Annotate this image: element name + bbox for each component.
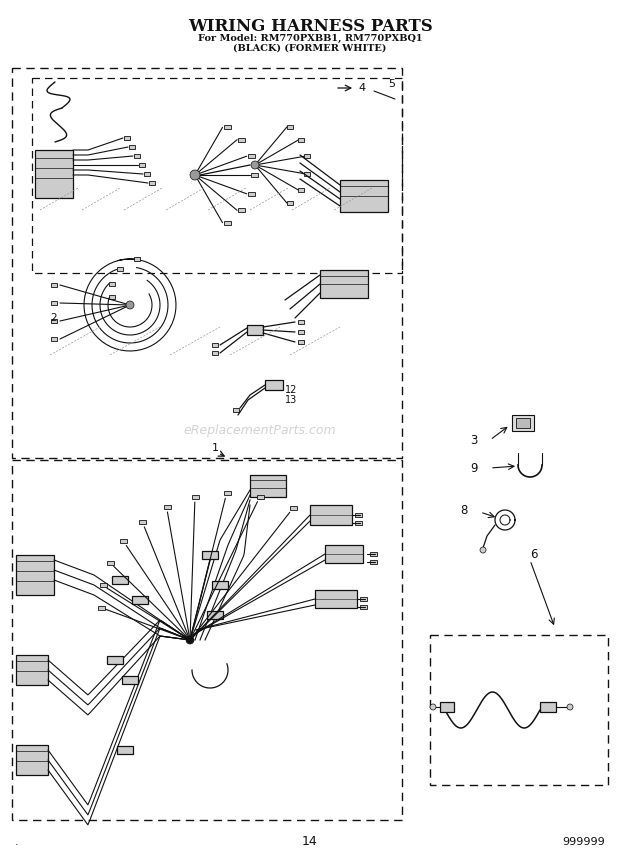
Polygon shape bbox=[212, 343, 218, 347]
Polygon shape bbox=[109, 295, 115, 300]
Polygon shape bbox=[298, 188, 304, 192]
Text: 6: 6 bbox=[530, 549, 538, 562]
Polygon shape bbox=[192, 495, 199, 499]
Polygon shape bbox=[108, 282, 115, 286]
Polygon shape bbox=[340, 180, 388, 212]
Circle shape bbox=[190, 170, 200, 180]
Polygon shape bbox=[257, 495, 264, 499]
Text: 3: 3 bbox=[470, 433, 477, 447]
Polygon shape bbox=[370, 560, 377, 564]
Polygon shape bbox=[98, 605, 105, 609]
Polygon shape bbox=[298, 340, 304, 344]
Text: 4: 4 bbox=[358, 83, 365, 93]
Polygon shape bbox=[251, 173, 258, 177]
Polygon shape bbox=[140, 520, 146, 524]
Polygon shape bbox=[120, 539, 128, 544]
Polygon shape bbox=[315, 590, 357, 608]
Polygon shape bbox=[223, 221, 231, 224]
Polygon shape bbox=[132, 596, 148, 604]
Polygon shape bbox=[51, 283, 57, 287]
Text: WIRING HARNESS PARTS: WIRING HARNESS PARTS bbox=[188, 18, 432, 35]
Polygon shape bbox=[107, 561, 114, 565]
Polygon shape bbox=[207, 611, 223, 619]
Text: 5: 5 bbox=[388, 79, 395, 89]
Polygon shape bbox=[51, 301, 57, 305]
Polygon shape bbox=[112, 576, 128, 584]
Polygon shape bbox=[298, 320, 304, 324]
Polygon shape bbox=[134, 154, 140, 158]
Polygon shape bbox=[16, 655, 48, 685]
Polygon shape bbox=[223, 125, 231, 129]
Polygon shape bbox=[355, 521, 362, 525]
Polygon shape bbox=[100, 584, 107, 587]
Polygon shape bbox=[117, 746, 133, 754]
Circle shape bbox=[430, 704, 436, 710]
Polygon shape bbox=[287, 125, 293, 128]
Polygon shape bbox=[298, 138, 304, 142]
Polygon shape bbox=[325, 545, 363, 563]
Polygon shape bbox=[144, 172, 150, 176]
Text: eReplacementParts.com: eReplacementParts.com bbox=[184, 424, 336, 437]
Text: 999999: 999999 bbox=[562, 837, 605, 847]
Polygon shape bbox=[360, 605, 367, 609]
Text: .: . bbox=[15, 837, 19, 847]
Text: 2: 2 bbox=[50, 313, 56, 323]
Polygon shape bbox=[238, 138, 245, 141]
Polygon shape bbox=[16, 745, 48, 775]
Polygon shape bbox=[212, 351, 218, 355]
Polygon shape bbox=[139, 163, 145, 167]
Circle shape bbox=[126, 301, 134, 309]
Polygon shape bbox=[247, 154, 255, 158]
Text: 12: 12 bbox=[285, 385, 298, 395]
Text: 8: 8 bbox=[460, 503, 467, 516]
Polygon shape bbox=[304, 172, 310, 175]
Polygon shape bbox=[202, 551, 218, 559]
Polygon shape bbox=[233, 408, 239, 412]
Polygon shape bbox=[516, 418, 530, 428]
Polygon shape bbox=[250, 475, 286, 497]
Polygon shape bbox=[298, 330, 304, 334]
Text: 1: 1 bbox=[212, 443, 219, 453]
Polygon shape bbox=[304, 154, 310, 158]
Polygon shape bbox=[355, 513, 362, 517]
Polygon shape bbox=[310, 505, 352, 525]
Polygon shape bbox=[290, 507, 297, 510]
Polygon shape bbox=[51, 319, 57, 323]
Polygon shape bbox=[35, 150, 73, 198]
Polygon shape bbox=[247, 325, 263, 335]
Polygon shape bbox=[540, 702, 556, 712]
Polygon shape bbox=[129, 145, 135, 149]
Polygon shape bbox=[247, 192, 255, 196]
Polygon shape bbox=[164, 505, 170, 509]
Text: (BLACK) (FORMER WHITE): (BLACK) (FORMER WHITE) bbox=[233, 44, 387, 53]
Circle shape bbox=[480, 547, 486, 553]
Text: 9: 9 bbox=[470, 461, 477, 474]
Polygon shape bbox=[287, 201, 293, 205]
Polygon shape bbox=[212, 581, 228, 589]
Polygon shape bbox=[149, 181, 155, 185]
Circle shape bbox=[567, 704, 573, 710]
Polygon shape bbox=[512, 415, 534, 431]
Polygon shape bbox=[107, 656, 123, 664]
Polygon shape bbox=[134, 257, 140, 261]
Circle shape bbox=[186, 636, 194, 644]
Polygon shape bbox=[224, 491, 231, 496]
Polygon shape bbox=[360, 597, 367, 601]
Polygon shape bbox=[51, 337, 57, 341]
Circle shape bbox=[251, 161, 259, 169]
Polygon shape bbox=[440, 702, 454, 712]
Text: 13: 13 bbox=[285, 395, 297, 405]
Text: For Model: RM770PXBB1, RM770PXBQ1: For Model: RM770PXBB1, RM770PXBQ1 bbox=[198, 34, 422, 43]
Polygon shape bbox=[122, 676, 138, 684]
Polygon shape bbox=[16, 555, 54, 595]
Text: 14: 14 bbox=[302, 835, 318, 848]
Polygon shape bbox=[238, 208, 245, 212]
Polygon shape bbox=[320, 270, 368, 298]
Polygon shape bbox=[265, 380, 283, 390]
Polygon shape bbox=[117, 267, 123, 271]
Polygon shape bbox=[124, 136, 130, 140]
Polygon shape bbox=[370, 552, 377, 556]
